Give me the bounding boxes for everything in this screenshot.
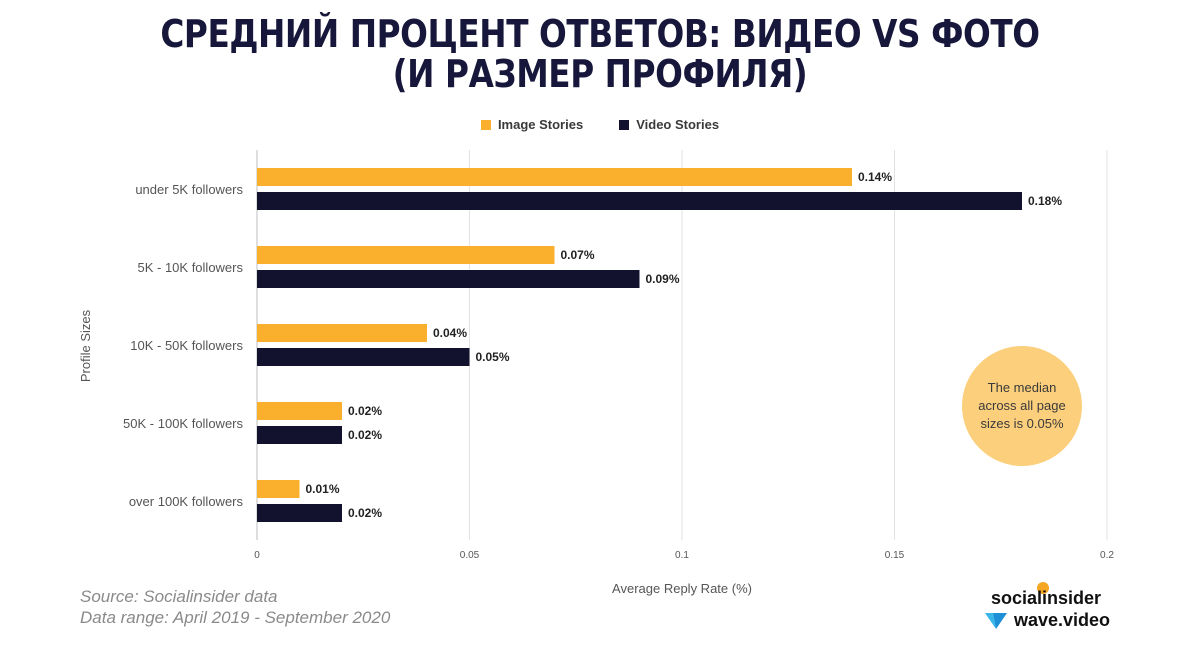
bar-image-stories — [257, 324, 427, 342]
bar-video-stories — [257, 348, 470, 366]
bar-image-stories — [257, 246, 555, 264]
data-label: 0.02% — [348, 506, 382, 520]
wave-video-text: wave.video — [1014, 610, 1111, 630]
chart-legend: Image Stories Video Stories — [0, 117, 1200, 132]
bar-video-stories — [257, 270, 640, 288]
x-tick-label: 0.2 — [1100, 550, 1114, 561]
bar-image-stories — [257, 402, 342, 420]
data-label: 0.18% — [1028, 194, 1062, 208]
x-tick-label: 0 — [254, 550, 260, 561]
bar-image-stories — [257, 168, 852, 186]
data-label: 0.14% — [858, 170, 892, 184]
category-label: over 100K followers — [129, 494, 244, 509]
wave-video-logo: wave.video — [984, 610, 1110, 631]
socialinsider-logo-dot — [1037, 582, 1049, 594]
legend-swatch-image — [480, 119, 491, 130]
data-label: 0.09% — [646, 272, 680, 286]
category-label: 10K - 50K followers — [130, 338, 243, 353]
x-tick-label: 0.05 — [460, 550, 480, 561]
x-axis-title: Average Reply Rate (%) — [612, 581, 752, 596]
bar-video-stories — [257, 192, 1022, 210]
bar-video-stories — [257, 504, 342, 522]
legend-item-image: Image Stories — [480, 117, 584, 132]
y-axis-title: Profile Sizes — [78, 309, 93, 382]
x-tick-label: 0.1 — [675, 550, 689, 561]
source-line-1: Source: Socialinsider data — [80, 587, 278, 606]
wave-video-icon — [985, 612, 1007, 629]
data-label: 0.05% — [476, 350, 510, 364]
data-label: 0.02% — [348, 428, 382, 442]
legend-swatch-video — [619, 119, 630, 130]
title-line-2: (И РАЗМЕР ПРОФИЛЯ) — [392, 52, 808, 96]
legend-label-image: Image Stories — [497, 117, 584, 132]
socialinsider-logo: socialinsider — [991, 588, 1102, 608]
category-label: under 5K followers — [135, 182, 243, 197]
legend-item-video: Video Stories — [619, 117, 719, 132]
data-label: 0.02% — [348, 404, 382, 418]
bar-image-stories — [257, 480, 300, 498]
source-note: Source: Socialinsider data Data range: A… — [80, 586, 390, 628]
x-tick-label: 0.15 — [885, 550, 905, 561]
source-line-2: Data range: April 2019 - September 2020 — [80, 608, 391, 627]
data-label: 0.07% — [561, 248, 595, 262]
category-label: 50K - 100K followers — [123, 416, 243, 431]
data-label: 0.01% — [306, 482, 340, 496]
category-label: 5K - 10K followers — [138, 260, 244, 275]
page-title: СРЕДНИЙ ПРОЦЕНТ ОТВЕТОВ: ВИДЕО VS ФОТО (… — [84, 14, 1116, 94]
bar-video-stories — [257, 426, 342, 444]
data-label: 0.04% — [433, 326, 467, 340]
legend-label-video: Video Stories — [636, 117, 720, 132]
title-line-1: СРЕДНИЙ ПРОЦЕНТ ОТВЕТОВ: ВИДЕО VS ФОТО — [160, 12, 1040, 56]
median-annotation: The median across all page sizes is 0.05… — [962, 346, 1082, 466]
